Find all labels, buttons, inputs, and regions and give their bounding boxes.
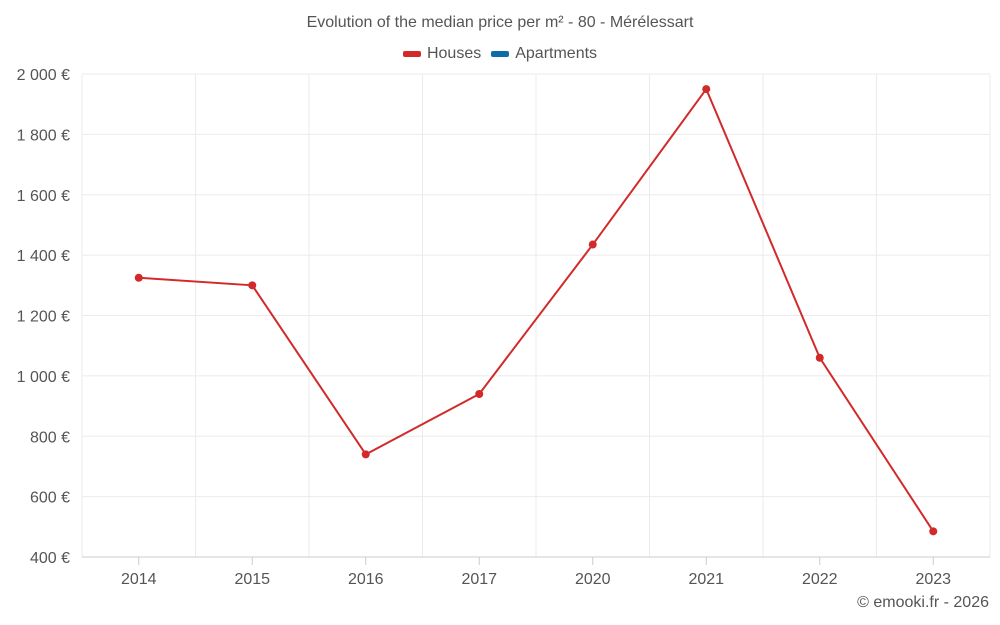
series-layer <box>134 85 938 536</box>
chart-legend: Houses Apartments <box>0 45 1000 63</box>
x-tick-label: 2016 <box>348 571 384 588</box>
data-point <box>248 281 257 290</box>
y-tick-label: 1 200 € <box>17 309 70 326</box>
y-tick-label: 1 400 € <box>17 248 70 265</box>
legend-swatch-houses <box>402 51 421 57</box>
data-point <box>588 240 597 249</box>
y-tick-label: 2 000 € <box>17 67 70 84</box>
x-axis: 2014 2015 2016 2017 2020 2021 2022 2023 <box>82 556 990 588</box>
y-tick-label: 1 800 € <box>17 127 70 144</box>
x-tick-label: 2021 <box>688 571 724 588</box>
legend-label-apartments: Apartments <box>515 45 598 62</box>
data-point <box>361 450 370 459</box>
chart-title: Evolution of the median price per m² - 8… <box>306 14 694 31</box>
legend-label-houses: Houses <box>426 45 482 62</box>
legend-item-apartments[interactable]: Apartments <box>491 45 597 63</box>
x-tick-label: 2014 <box>121 571 157 588</box>
series-line-houses <box>138 88 935 532</box>
x-tick-label: 2020 <box>575 571 611 588</box>
legend-swatch-apartments <box>491 51 510 57</box>
x-tick-label: 2017 <box>461 571 497 588</box>
y-tick-label: 800 € <box>30 429 70 446</box>
data-point <box>815 353 824 362</box>
data-point <box>929 527 938 536</box>
x-tick-label: 2022 <box>802 571 838 588</box>
data-point <box>134 273 143 282</box>
y-tick-label: 600 € <box>30 490 70 507</box>
y-tick-label: 400 € <box>30 550 70 567</box>
credit-text: © emooki.fr - 2026 <box>857 594 989 611</box>
x-tick-label: 2015 <box>234 571 270 588</box>
data-point <box>475 389 484 398</box>
y-tick-label: 1 600 € <box>17 188 70 205</box>
data-point <box>702 85 711 94</box>
grid-lines <box>81 73 991 557</box>
legend-item-houses[interactable]: Houses <box>402 45 482 63</box>
x-tick-label: 2023 <box>915 571 951 588</box>
y-tick-label: 1 000 € <box>17 369 70 386</box>
y-axis: 400 € 600 € 800 € 1 000 € 1 200 € 1 400 € 1 60… <box>17 67 70 567</box>
